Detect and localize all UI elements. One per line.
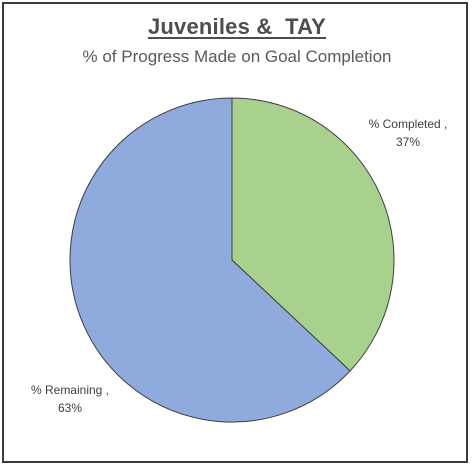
slice-label-remaining-value: 63% bbox=[58, 401, 82, 415]
pie-slice-completed bbox=[231, 97, 395, 372]
pie-slices bbox=[69, 97, 395, 423]
pie-slice-remaining bbox=[69, 97, 351, 423]
slice-label-completed-value: 37% bbox=[396, 135, 420, 149]
slice-label-completed-name: % Completed , bbox=[369, 117, 448, 131]
chart-title: Juveniles & TAY bbox=[147, 14, 327, 39]
pie-labels: % Completed , 37% % Remaining , 63% bbox=[31, 117, 447, 415]
chart-subtitle: % of Progress Made on Goal Completion bbox=[82, 47, 392, 66]
slice-label-remaining-name: % Remaining , bbox=[31, 383, 109, 397]
